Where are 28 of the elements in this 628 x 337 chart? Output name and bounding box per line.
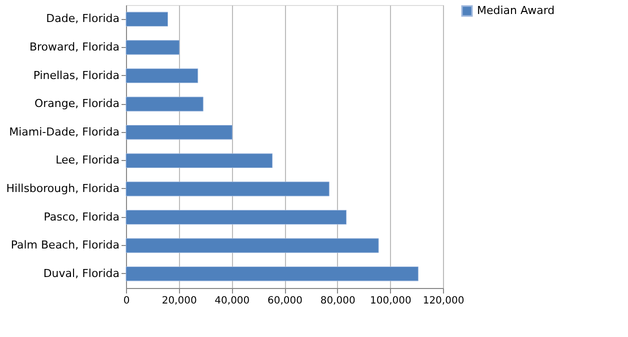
bar [126, 125, 232, 140]
bar [126, 153, 273, 168]
x-tick-label: 0 [123, 296, 130, 306]
y-tick-label: Miami-Dade, Florida [9, 125, 120, 138]
x-tick-label: 40,000 [214, 296, 250, 306]
bar [126, 210, 347, 225]
y-tick-label: Dade, Florida [46, 12, 120, 26]
x-tick-label: 20,000 [162, 296, 197, 306]
y-tick-label: Duval, Florida [43, 266, 120, 280]
bar [126, 266, 418, 282]
y-tick-label: Broward, Florida [29, 40, 120, 54]
bar [126, 182, 330, 196]
y-tick-label: Lee, Florida [56, 154, 120, 167]
y-tick-label: Orange, Florida [34, 97, 120, 110]
bar [126, 96, 204, 112]
y-tick-label: Pinellas, Florida [33, 68, 120, 82]
y-tick-label: Pasco, Florida [44, 210, 120, 224]
x-tick-label: 80,000 [320, 296, 356, 306]
x-tick-label: 120,000 [422, 296, 464, 306]
bar [126, 68, 198, 84]
y-tick-label: Hillsborough, Florida [6, 182, 120, 195]
y-tick-label: Palm Beach, Florida [10, 238, 120, 252]
legend-label: Median Award [477, 4, 555, 17]
bar [126, 40, 180, 55]
bar [126, 12, 168, 26]
bar [126, 238, 379, 253]
x-tick-label: 60,000 [268, 296, 302, 306]
x-tick-label: 100,000 [370, 296, 412, 306]
